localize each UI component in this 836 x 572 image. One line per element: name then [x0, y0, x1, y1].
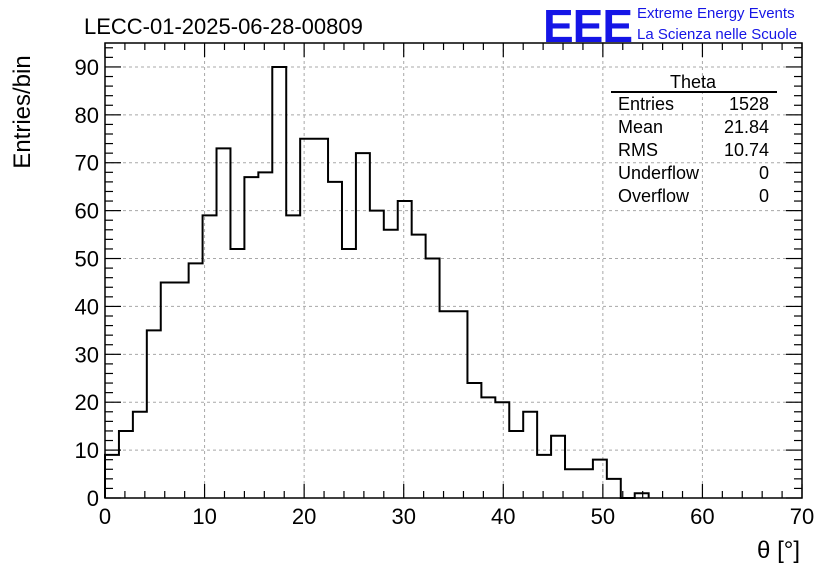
- histogram-bin: [105, 455, 119, 498]
- y-axis-title: Entries/bin: [9, 55, 36, 168]
- grid: [105, 43, 802, 498]
- x-tick-label: 40: [491, 504, 515, 529]
- y-tick-label: 70: [75, 151, 99, 176]
- stats-value-entries: 1528: [729, 94, 769, 114]
- plot-frame: [104, 42, 803, 499]
- histogram-bin: [147, 330, 161, 498]
- histogram-bin: [412, 235, 426, 498]
- histogram-bin: [342, 249, 356, 498]
- y-tick-label: 50: [75, 247, 99, 272]
- histogram-bin: [133, 412, 147, 498]
- stats-value-overflow: 0: [759, 186, 769, 206]
- stats-value-underflow: 0: [759, 163, 769, 183]
- y-tick-label: 20: [75, 390, 99, 415]
- y-tick-label: 40: [75, 294, 99, 319]
- histogram-bin: [189, 263, 203, 498]
- histogram-bin: [551, 436, 565, 498]
- stats-label-entries: Entries: [618, 94, 674, 114]
- x-tick-label: 50: [591, 504, 615, 529]
- histogram-series: [104, 65, 650, 499]
- y-tick-label: 10: [75, 438, 99, 463]
- stats-value-rms: 10.74: [724, 140, 769, 160]
- histogram-bin: [509, 431, 523, 498]
- histogram-bin: [370, 211, 384, 498]
- histogram-bin: [454, 311, 468, 498]
- histogram-outline: [104, 65, 650, 499]
- x-tick-label: 10: [192, 504, 216, 529]
- histogram-bin: [272, 67, 286, 498]
- histogram-bin: [481, 397, 495, 498]
- histogram-bin: [286, 215, 300, 498]
- histogram-bin: [467, 383, 481, 498]
- histogram-bin: [579, 469, 593, 498]
- histogram-bin: [593, 460, 607, 498]
- histogram-bin: [203, 215, 217, 498]
- stats-box: Theta Entries 1528 Mean 21.84 RMS 10.74 …: [611, 72, 777, 206]
- x-tick-label: 0: [99, 504, 111, 529]
- eee-logo: EEE Extreme Energy Events La Scienza nel…: [543, 0, 797, 52]
- x-tick-label: 70: [790, 504, 814, 529]
- stats-label-underflow: Underflow: [618, 163, 700, 183]
- histogram-bin: [314, 139, 328, 498]
- histogram-bin: [495, 402, 509, 498]
- histogram-bin: [537, 455, 551, 498]
- histogram-bin: [398, 201, 412, 498]
- stats-label-rms: RMS: [618, 140, 658, 160]
- histogram-bin: [384, 230, 398, 498]
- x-tick-label: 20: [292, 504, 316, 529]
- histogram-bin: [356, 153, 370, 498]
- tick-labels: 0 10 20 30 40 50 60 70 0 10 20 30 40 50 60 70 80 90: [75, 55, 815, 529]
- run-title: LECC-01-2025-06-28-00809: [84, 14, 363, 39]
- y-tick-label: 60: [75, 199, 99, 224]
- stats-value-mean: 21.84: [724, 117, 769, 137]
- y-tick-label: 0: [87, 486, 99, 511]
- histogram-bin: [440, 311, 454, 498]
- histogram-bin: [258, 172, 272, 498]
- stats-title: Theta: [670, 72, 717, 92]
- histogram-bin: [175, 282, 189, 498]
- histogram-bin: [426, 259, 440, 498]
- stats-label-mean: Mean: [618, 117, 663, 137]
- stats-label-overflow: Overflow: [618, 186, 690, 206]
- y-tick-label: 80: [75, 103, 99, 128]
- histogram-bin: [217, 148, 231, 498]
- histogram-bin: [565, 469, 579, 498]
- histogram-bin: [328, 182, 342, 498]
- logo-line-1: Extreme Energy Events: [637, 5, 795, 22]
- histogram-bin: [119, 431, 133, 498]
- histogram-bin: [300, 139, 314, 498]
- histogram-bin: [523, 412, 537, 498]
- y-tick-label: 90: [75, 55, 99, 80]
- histogram-bin: [607, 479, 621, 498]
- histogram-bin: [161, 282, 175, 498]
- logo-mark: EEE: [543, 0, 632, 52]
- logo-line-2: La Scienza nelle Scuole: [637, 26, 797, 43]
- x-tick-label: 30: [391, 504, 415, 529]
- y-tick-label: 30: [75, 342, 99, 367]
- histogram-bin: [244, 177, 258, 498]
- x-axis-title: θ [°]: [757, 537, 800, 564]
- x-tick-label: 60: [690, 504, 714, 529]
- histogram-bin: [230, 249, 244, 498]
